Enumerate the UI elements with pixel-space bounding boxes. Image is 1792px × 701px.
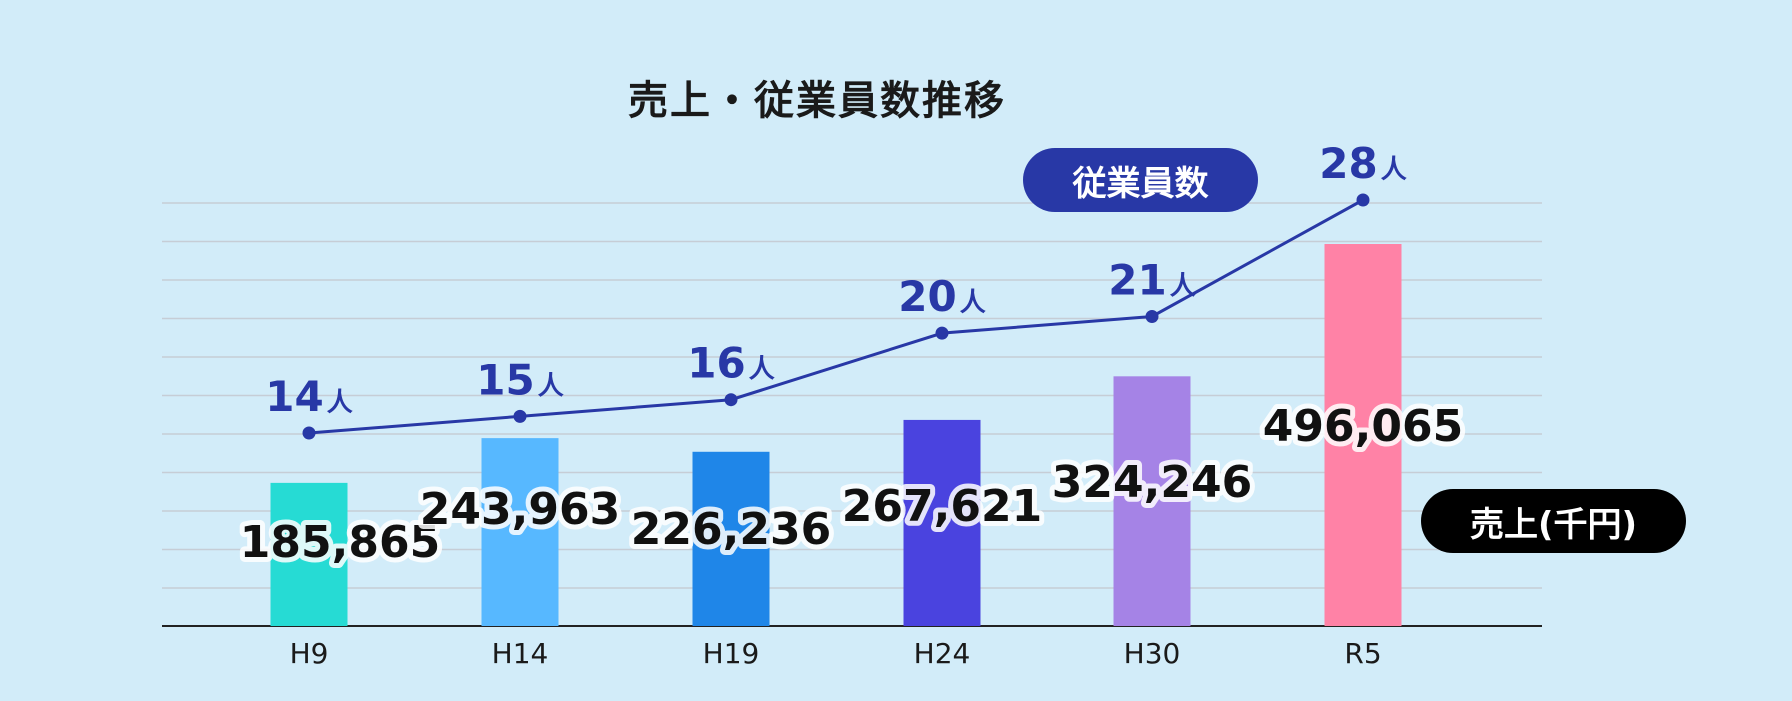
- x-tick-label: H24: [914, 637, 971, 670]
- sales-data-label: 185,865: [240, 517, 440, 568]
- x-tick-label: R5: [1344, 637, 1381, 670]
- bar-H19: [692, 451, 770, 626]
- sales-data-label: 267,621: [842, 481, 1042, 532]
- bar-H14: [481, 438, 559, 626]
- employees-data-label: 28 人: [1319, 139, 1406, 188]
- sales-data-label-halo: 243,963: [420, 484, 620, 535]
- sales-data-label: 226,236: [631, 504, 831, 555]
- x-tick-label: H30: [1124, 637, 1181, 670]
- x-tick-label: H9: [290, 637, 329, 670]
- chart-title: 売上・従業員数推移: [628, 78, 1006, 124]
- sales-data-label: 324,246: [1052, 457, 1252, 508]
- bar-H24: [903, 419, 981, 626]
- employees-data-label: 21 人: [1108, 256, 1195, 305]
- sales-data-label-halo: 496,065: [1263, 401, 1463, 452]
- employees-point: [513, 409, 527, 423]
- x-tick-label: H19: [703, 637, 760, 670]
- employees-line: [308, 198, 1364, 435]
- employees-point: [1356, 193, 1370, 207]
- employees-data-label: 20 人: [898, 272, 985, 321]
- sales-data-label-halo: 226,236: [631, 504, 831, 555]
- employees-point: [935, 326, 949, 340]
- sales-data-label: 496,065: [1263, 401, 1463, 452]
- employees-data-label: 14 人: [265, 372, 352, 421]
- employees-data-label: 15 人: [476, 355, 563, 404]
- legend-sales: 売上(千円): [1421, 489, 1686, 553]
- employees-data-label: 16 人: [687, 339, 774, 388]
- employees-point: [302, 426, 316, 440]
- sales-data-label: 243,963: [420, 484, 620, 535]
- employees-point: [1145, 310, 1159, 323]
- legend-employees: 従業員数: [1023, 148, 1258, 212]
- x-tick-label: H14: [492, 637, 549, 670]
- sales-data-label-halo: 185,865: [240, 517, 440, 568]
- sales-data-label-halo: 267,621: [842, 481, 1042, 532]
- sales-data-label-halo: 324,246: [1052, 457, 1252, 508]
- bar-R5: [1324, 244, 1402, 626]
- employees-point: [724, 393, 738, 407]
- bar-H9: [270, 482, 348, 626]
- bar-H30: [1113, 376, 1191, 626]
